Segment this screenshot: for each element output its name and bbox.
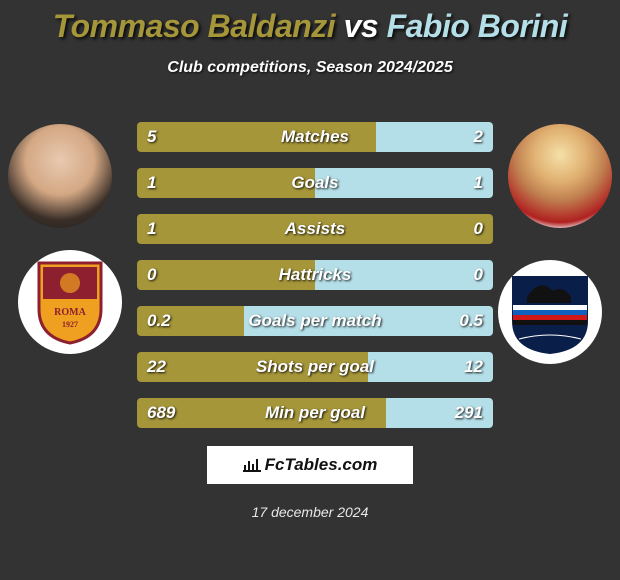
title-vs: vs (344, 8, 379, 44)
stat-label: Min per goal (137, 398, 493, 428)
stat-label: Goals per match (137, 306, 493, 336)
stat-row-hattricks: 00Hattricks (137, 260, 493, 290)
subtitle: Club competitions, Season 2024/2025 (0, 59, 620, 77)
stats-container: 52Matches 11Goals 10Assists 00Hattricks 0.20… (137, 122, 493, 444)
player1-avatar (8, 124, 112, 228)
stat-label: Assists (137, 214, 493, 244)
stat-row-goals-per-match: 0.20.5Goals per match (137, 306, 493, 336)
brand-text: FcTables.com (265, 455, 378, 475)
stat-label: Shots per goal (137, 352, 493, 382)
stat-row-min-per-goal: 689291Min per goal (137, 398, 493, 428)
page-title: Tommaso Baldanzi vs Fabio Borini (0, 0, 620, 45)
player2-avatar (508, 124, 612, 228)
svg-text:1927: 1927 (62, 320, 78, 329)
brand-box: FcTables.com (207, 446, 413, 484)
stat-row-goals: 11Goals (137, 168, 493, 198)
stat-row-assists: 10Assists (137, 214, 493, 244)
date-text: 17 december 2024 (0, 504, 620, 520)
stat-label: Goals (137, 168, 493, 198)
chart-icon (243, 458, 261, 472)
club-left-badge: ROMA 1927 (18, 250, 122, 354)
title-player1: Tommaso Baldanzi (53, 8, 335, 44)
sampdoria-crest-icon (505, 267, 595, 357)
stat-label: Hattricks (137, 260, 493, 290)
club-right-badge (498, 260, 602, 364)
title-player2: Fabio Borini (387, 8, 568, 44)
stat-row-matches: 52Matches (137, 122, 493, 152)
svg-text:ROMA: ROMA (54, 307, 86, 318)
roma-crest-icon: ROMA 1927 (35, 259, 105, 345)
stat-label: Matches (137, 122, 493, 152)
stat-row-shots-per-goal: 2212Shots per goal (137, 352, 493, 382)
